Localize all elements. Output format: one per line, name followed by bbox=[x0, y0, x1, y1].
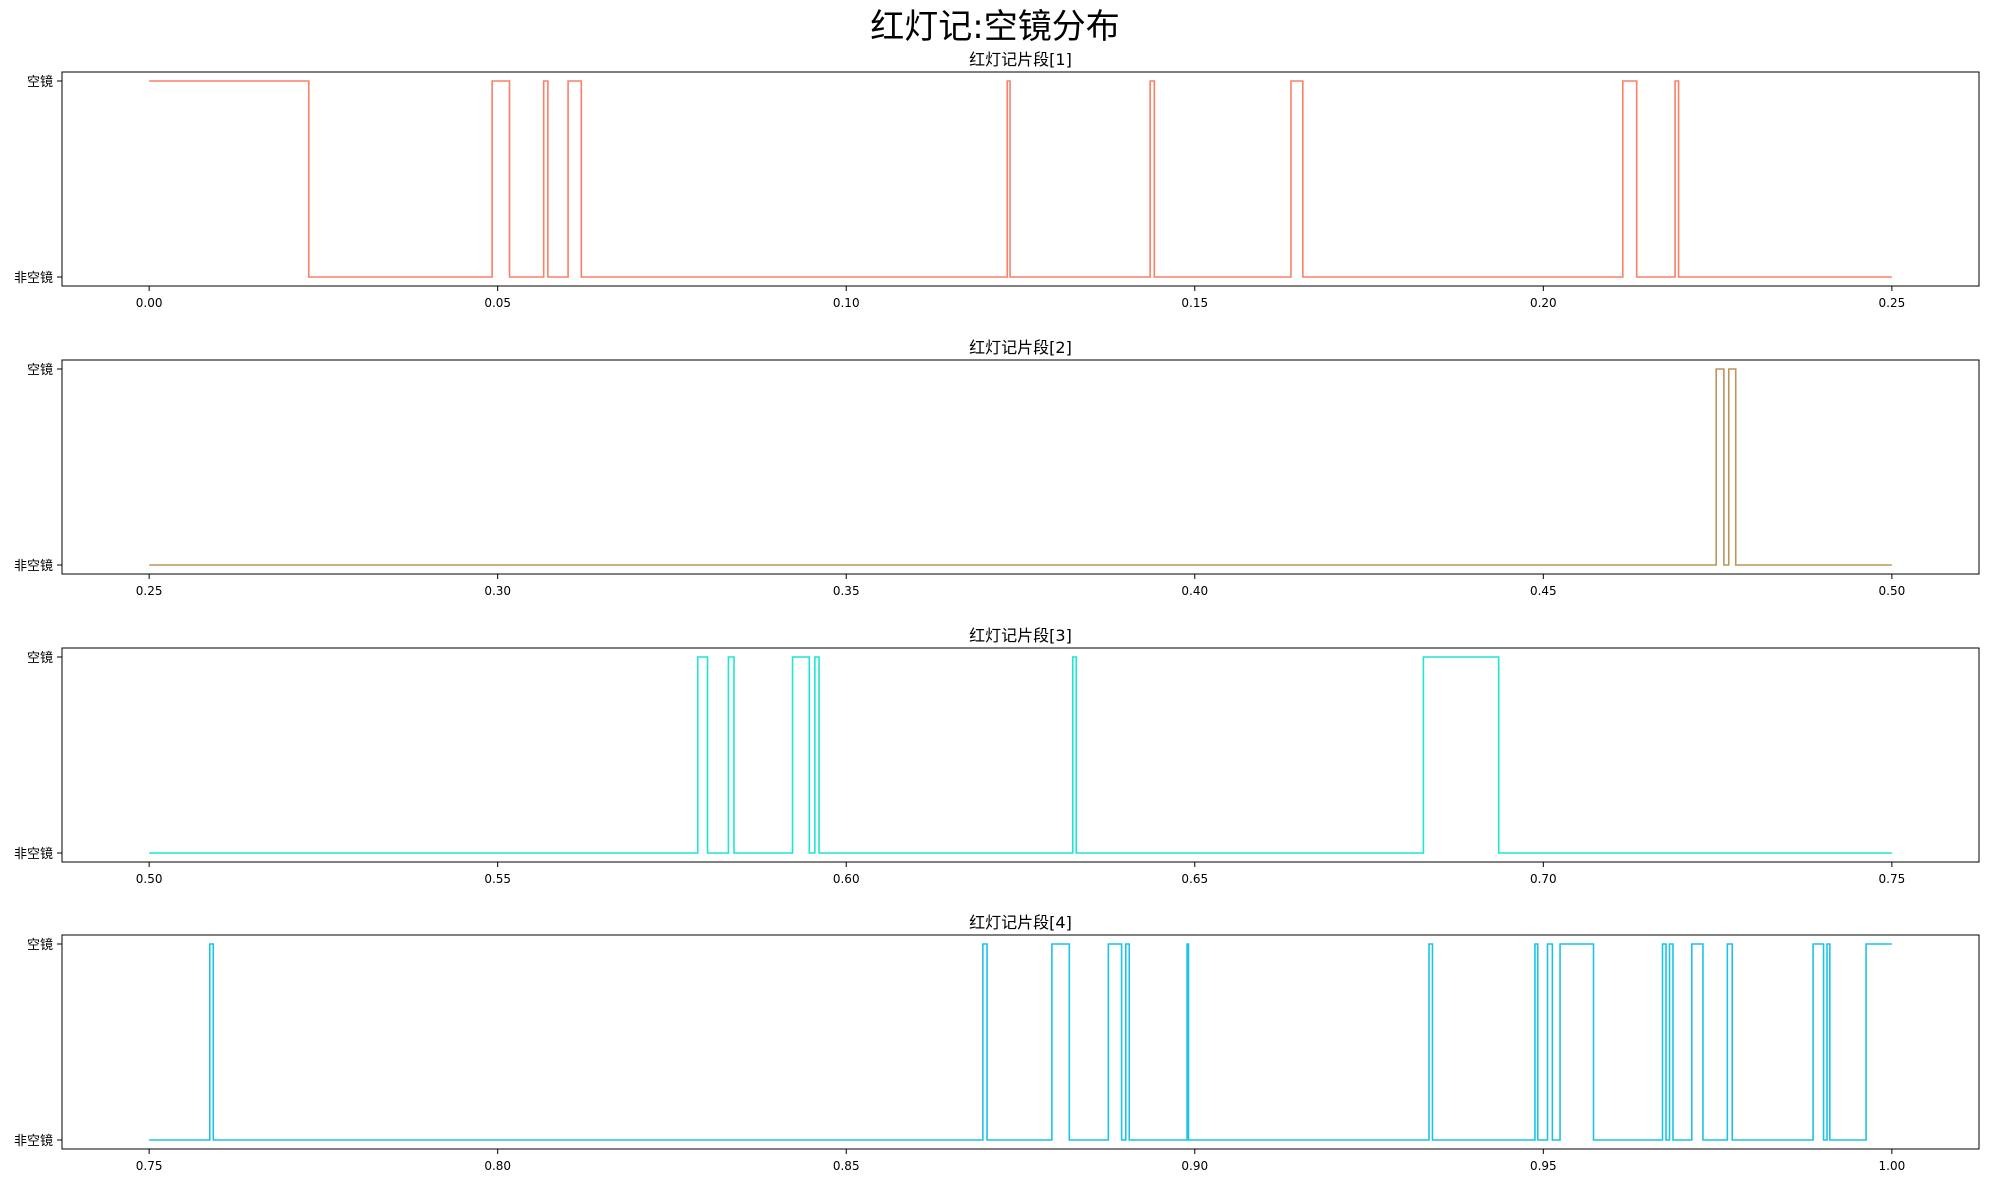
x-tick-label: 0.20 bbox=[1530, 296, 1557, 310]
subplot-title: 红灯记片段[4] bbox=[969, 913, 1072, 932]
x-tick-label: 0.50 bbox=[136, 872, 163, 886]
x-tick-label: 0.35 bbox=[833, 584, 860, 598]
x-tick-label: 0.85 bbox=[833, 1159, 860, 1173]
chart-panel-4: 红灯记片段[4] 0.75 0.80 0.85 0.90 0.95 1.00 非空镜 空镜 bbox=[14, 913, 1980, 1173]
x-tick-label: 0.80 bbox=[484, 1159, 511, 1173]
x-tick-label: 0.25 bbox=[1879, 296, 1906, 310]
axes-frame bbox=[61, 359, 1980, 575]
x-tick-label: 0.50 bbox=[1879, 584, 1906, 598]
figure-title: 红灯记:空镜分布 bbox=[870, 7, 1119, 47]
subplot-title: 红灯记片段[3] bbox=[969, 626, 1072, 645]
x-tick-label: 0.15 bbox=[1181, 296, 1208, 310]
x-tick-label: 0.00 bbox=[136, 296, 163, 310]
series-line bbox=[149, 368, 1892, 566]
x-tick-label: 0.60 bbox=[833, 872, 860, 886]
x-tick-label: 1.00 bbox=[1879, 1159, 1906, 1173]
chart-panel-3: 红灯记片段[3] 0.50 0.55 0.60 0.65 0.70 0.75 非空镜 空镜 bbox=[14, 626, 1980, 886]
x-tick-label: 0.40 bbox=[1181, 584, 1208, 598]
x-tick-label: 0.45 bbox=[1530, 584, 1557, 598]
subplot-title: 红灯记片段[1] bbox=[969, 50, 1072, 69]
chart-panel-2: 红灯记片段[2] 0.25 0.30 0.35 0.40 0.45 0.50 非空镜 空镜 bbox=[14, 338, 1980, 598]
series-line bbox=[149, 80, 1892, 278]
y-tick-label: 空镜 bbox=[27, 75, 53, 90]
x-tick-label: 0.75 bbox=[136, 1159, 163, 1173]
x-tick-label: 0.75 bbox=[1879, 872, 1906, 886]
x-tick-label: 0.05 bbox=[484, 296, 511, 310]
y-tick-label: 空镜 bbox=[27, 938, 53, 953]
axes-frame bbox=[61, 934, 1980, 1150]
x-tick-label: 0.70 bbox=[1530, 872, 1557, 886]
axes-frame bbox=[61, 647, 1980, 863]
y-tick-label: 非空镜 bbox=[14, 1134, 53, 1149]
y-tick-label: 非空镜 bbox=[14, 847, 53, 862]
x-tick-label: 0.30 bbox=[484, 584, 511, 598]
chart-panel-1: 红灯记片段[1] 0.00 0.05 0.10 0.15 0.20 0.25 非空镜 空镜 bbox=[14, 50, 1980, 310]
y-tick-label: 非空镜 bbox=[14, 271, 53, 286]
x-tick-label: 0.95 bbox=[1530, 1159, 1557, 1173]
series-line bbox=[149, 656, 1892, 854]
subplot-title: 红灯记片段[2] bbox=[969, 338, 1072, 357]
axes-frame bbox=[61, 71, 1980, 287]
y-tick-label: 空镜 bbox=[27, 651, 53, 666]
x-tick-label: 0.25 bbox=[136, 584, 163, 598]
y-tick-label: 空镜 bbox=[27, 363, 53, 378]
x-tick-label: 0.65 bbox=[1181, 872, 1208, 886]
x-tick-label: 0.10 bbox=[833, 296, 860, 310]
y-tick-label: 非空镜 bbox=[14, 559, 53, 574]
series-line bbox=[149, 943, 1892, 1141]
x-tick-label: 0.55 bbox=[484, 872, 511, 886]
x-tick-label: 0.90 bbox=[1181, 1159, 1208, 1173]
